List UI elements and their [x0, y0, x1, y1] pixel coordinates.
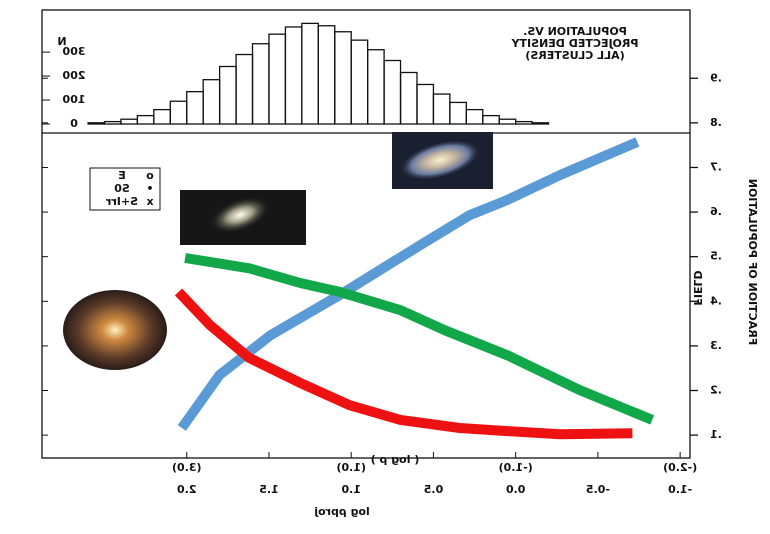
histogram-bar: [450, 102, 466, 124]
y-tick-label: .4: [710, 294, 722, 307]
x2-tick-label: (1.0): [336, 461, 366, 474]
y-axis-label: N: [57, 35, 66, 48]
histogram-bar: [318, 26, 334, 124]
histogram-bar: [532, 123, 548, 124]
y-tick-label: .3: [710, 339, 722, 352]
histogram-bar: [203, 80, 219, 124]
histogram-bar: [302, 23, 318, 124]
histogram-bar: [121, 119, 137, 124]
y-tick-label: .2: [710, 384, 722, 397]
histogram-bar: [335, 32, 351, 124]
histogram-bar: [269, 34, 285, 124]
histogram-bar: [368, 50, 384, 124]
legend-label: S+Irr: [105, 195, 138, 208]
y-tick-label: .1: [710, 428, 722, 441]
y-tick-label: 0: [70, 117, 78, 130]
x-axis-label: log ρproj: [314, 505, 370, 518]
legend-label: S0: [114, 182, 130, 195]
histogram-bar: [285, 27, 301, 124]
y-tick-label: .5: [710, 250, 722, 263]
x-tick-label: 0.0: [506, 483, 526, 496]
histogram-bar: [433, 94, 449, 124]
y-tick-label: .8: [710, 116, 722, 129]
histogram-bar: [88, 123, 104, 124]
legend-marker: x: [146, 195, 153, 208]
histogram-bar: [466, 110, 482, 124]
y-axis-label: FRACTION OF POPULATION: [746, 179, 759, 345]
series-line: [185, 258, 652, 420]
chart: 0100200300NPOPULATION VS.PROJECTED DENSI…: [0, 0, 770, 534]
histogram-bar: [154, 110, 170, 124]
x2-axis-label: ( log ρ ): [371, 453, 420, 466]
histogram-bar: [499, 119, 515, 124]
y-tick-label: .7: [710, 160, 722, 173]
y-tick-label: .9: [710, 71, 722, 84]
elliptical-galaxy-image: [63, 290, 167, 370]
histogram-bar: [351, 40, 367, 124]
histogram-bar: [170, 101, 186, 124]
legend-marker: o: [146, 169, 154, 182]
x2-tick-label: (-2.0): [663, 461, 697, 474]
y-tick-label: 200: [62, 69, 85, 82]
histogram-bar: [137, 116, 153, 124]
histogram-bar: [187, 92, 203, 124]
x-tick-label: 0.5: [424, 483, 444, 496]
legend-label: E: [118, 169, 126, 182]
legend-marker: •: [146, 182, 153, 195]
x-tick-label: 1.5: [259, 483, 279, 496]
histogram-bar: [401, 72, 417, 124]
histogram-bar: [516, 122, 532, 124]
histogram-bar: [417, 84, 433, 124]
y-tick-label: 100: [62, 93, 85, 106]
inset-title: (ALL CLUSTERS): [525, 49, 624, 62]
histogram-bar: [220, 67, 236, 125]
y-tick-label: .6: [710, 205, 722, 218]
x2-tick-label: (3.0): [172, 461, 202, 474]
x2-tick-label: (-1.0): [499, 461, 533, 474]
x-tick-label: -1.0: [668, 483, 692, 496]
histogram-bar: [253, 44, 269, 124]
annotation: FIELD: [691, 270, 704, 305]
histogram-bar: [236, 55, 252, 124]
x-tick-label: 1.0: [341, 483, 361, 496]
histogram-bar: [104, 122, 120, 124]
x-tick-label: 2.0: [177, 483, 197, 496]
histogram-bar: [483, 116, 499, 124]
x-tick-label: -0.5: [586, 483, 610, 496]
histogram-bar: [384, 61, 400, 124]
